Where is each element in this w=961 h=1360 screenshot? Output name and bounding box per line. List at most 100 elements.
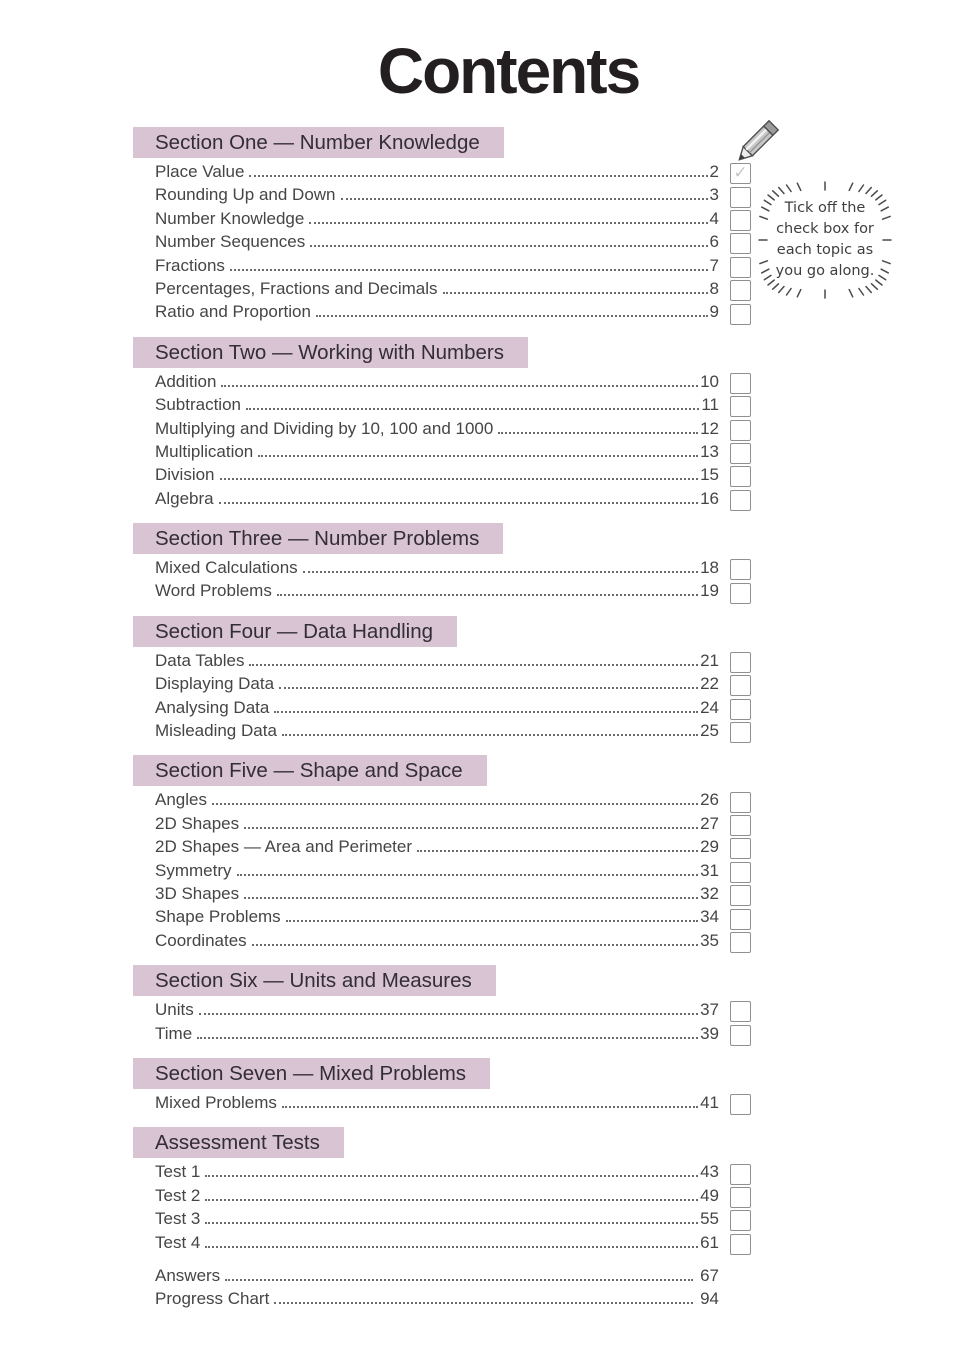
page-number: 61: [700, 1232, 719, 1252]
topic-checkbox[interactable]: [730, 1001, 751, 1023]
toc-row: Number Sequences 6: [133, 232, 751, 255]
topic-checkbox[interactable]: [730, 1186, 751, 1208]
topic-label: Addition: [155, 371, 217, 391]
pencil-icon: [729, 114, 785, 170]
topic-checkbox[interactable]: [730, 885, 751, 907]
topic-checkbox[interactable]: [730, 419, 751, 441]
topic-checkbox[interactable]: [730, 396, 751, 418]
page-number: 2: [709, 162, 719, 181]
topic-label: Test 2: [155, 1185, 201, 1205]
topic-checkbox[interactable]: [730, 186, 751, 208]
topic-checkbox[interactable]: ✓: [730, 163, 751, 185]
toc-row: Number Knowledge 4: [133, 209, 751, 232]
topic-checkbox[interactable]: [730, 1233, 751, 1255]
page-number: 67: [700, 1265, 719, 1285]
topic-label: Ratio and Proportion: [155, 302, 311, 322]
topic-checkbox[interactable]: [730, 489, 751, 511]
topic-label: Analysing Data: [155, 697, 270, 717]
toc-row: Multiplying and Dividing by 10, 100 and …: [133, 419, 751, 442]
topic-label: Displaying Data: [155, 674, 275, 694]
topic-label: Percentages, Fractions and Decimals: [155, 278, 438, 298]
page-number: 9: [709, 302, 719, 322]
dotted-leader: [244, 896, 699, 899]
toc-row: Data Tables 21: [133, 651, 751, 674]
page-number: 21: [700, 650, 719, 670]
topic-checkbox[interactable]: [730, 1163, 751, 1185]
topic-checkbox[interactable]: [730, 931, 751, 953]
toc-section: Section Seven — Mixed Problems Mixed Pro…: [133, 1047, 751, 1116]
topic-checkbox[interactable]: [730, 372, 751, 394]
topic-checkbox[interactable]: [730, 466, 751, 488]
dotted-leader: [249, 175, 708, 177]
topic-label: Subtraction: [155, 395, 241, 415]
topic-checkbox[interactable]: [730, 209, 751, 231]
toc-section: Section Four — Data Handling Data Tables…: [133, 605, 751, 745]
topic-checkbox[interactable]: [730, 908, 751, 930]
page-number: 8: [709, 278, 719, 298]
dotted-leader: [310, 245, 708, 248]
toc-row: Symmetry 31: [133, 861, 751, 884]
dotted-leader: [246, 408, 700, 411]
footer-rows: Answers 67 Progress Chart 94: [133, 1266, 751, 1313]
dotted-leader: [302, 571, 699, 574]
dotted-leader: [251, 943, 699, 946]
topic-label: Mixed Problems: [155, 1092, 277, 1112]
topic-checkbox[interactable]: [730, 1210, 751, 1232]
topic-checkbox[interactable]: [730, 582, 751, 604]
topic-checkbox[interactable]: [730, 1024, 751, 1046]
topic-checkbox[interactable]: [730, 652, 751, 674]
page-number: 19: [700, 581, 719, 601]
topic-checkbox[interactable]: [730, 233, 751, 255]
topic-checkbox[interactable]: [730, 675, 751, 697]
topic-checkbox[interactable]: [730, 698, 751, 720]
topic-checkbox[interactable]: [730, 861, 751, 883]
table-of-contents: Section One — Number Knowledge Place Val…: [133, 127, 751, 1313]
page-number: 34: [700, 907, 719, 927]
topic-label: Mixed Calculations: [155, 558, 298, 578]
topic-checkbox[interactable]: [730, 303, 751, 325]
topic-label: Word Problems: [155, 581, 272, 601]
topic-label: Answers: [155, 1265, 221, 1285]
tick-note-text: Tick off the check box for each topic as…: [775, 199, 875, 280]
dotted-leader: [229, 268, 708, 271]
topic-label: Time: [155, 1023, 193, 1043]
toc-row: Analysing Data 24: [133, 698, 751, 721]
page-number: 31: [700, 860, 719, 880]
section-rows: Mixed Calculations 18 Word Problems 19: [133, 558, 751, 605]
dotted-leader: [281, 1105, 699, 1108]
toc-section: Section Five — Shape and Space Angles 26…: [133, 744, 751, 954]
toc-row: Word Problems 19: [133, 581, 751, 604]
topic-checkbox[interactable]: [730, 1094, 751, 1116]
topic-checkbox[interactable]: [730, 815, 751, 836]
toc-row: 2D Shapes — Area and Perimeter 29: [133, 837, 751, 860]
topic-checkbox[interactable]: [730, 722, 751, 744]
topic-label: Data Tables: [155, 650, 245, 670]
dotted-leader: [205, 1245, 699, 1248]
topic-checkbox[interactable]: [730, 559, 751, 581]
section-rows: Units 37 Time 39: [133, 1000, 751, 1047]
topic-checkbox[interactable]: [730, 256, 751, 278]
toc-section: Section One — Number Knowledge Place Val…: [133, 127, 751, 326]
topic-checkbox[interactable]: [730, 280, 751, 302]
toc-row: Angles 26: [133, 790, 751, 813]
toc-row: Algebra 16: [133, 489, 751, 512]
page-number: 94: [700, 1289, 719, 1309]
topic-label: 3D Shapes: [155, 883, 240, 903]
section-rows: Angles 26 2D Shapes 27 2D Shapes — Area …: [133, 790, 751, 954]
page-number: 22: [700, 674, 719, 694]
dotted-leader: [219, 478, 699, 481]
dotted-leader: [198, 1013, 699, 1016]
page-number: 7: [709, 255, 719, 275]
page-number: 18: [700, 558, 719, 578]
dotted-leader: [274, 1302, 694, 1305]
section-heading: Section Five — Shape and Space: [133, 755, 487, 787]
section-heading: Section Four — Data Handling: [133, 615, 458, 647]
dotted-leader: [258, 454, 699, 457]
topic-checkbox[interactable]: [730, 443, 751, 465]
topic-checkbox[interactable]: [730, 791, 751, 813]
topic-checkbox[interactable]: [730, 838, 751, 860]
dotted-leader: [205, 1198, 699, 1201]
page-number: 16: [700, 488, 719, 508]
toc-row: Rounding Up and Down 3: [133, 185, 751, 208]
